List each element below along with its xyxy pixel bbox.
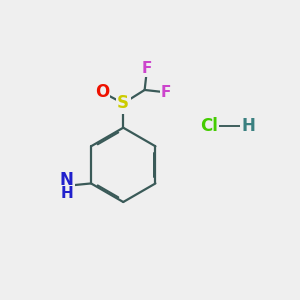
Text: N: N bbox=[60, 172, 74, 190]
Text: H: H bbox=[60, 186, 73, 201]
Text: Cl: Cl bbox=[200, 117, 218, 135]
Text: F: F bbox=[142, 61, 152, 76]
Text: O: O bbox=[95, 83, 109, 101]
Text: S: S bbox=[117, 94, 129, 112]
Text: H: H bbox=[241, 117, 255, 135]
Text: F: F bbox=[161, 85, 171, 100]
